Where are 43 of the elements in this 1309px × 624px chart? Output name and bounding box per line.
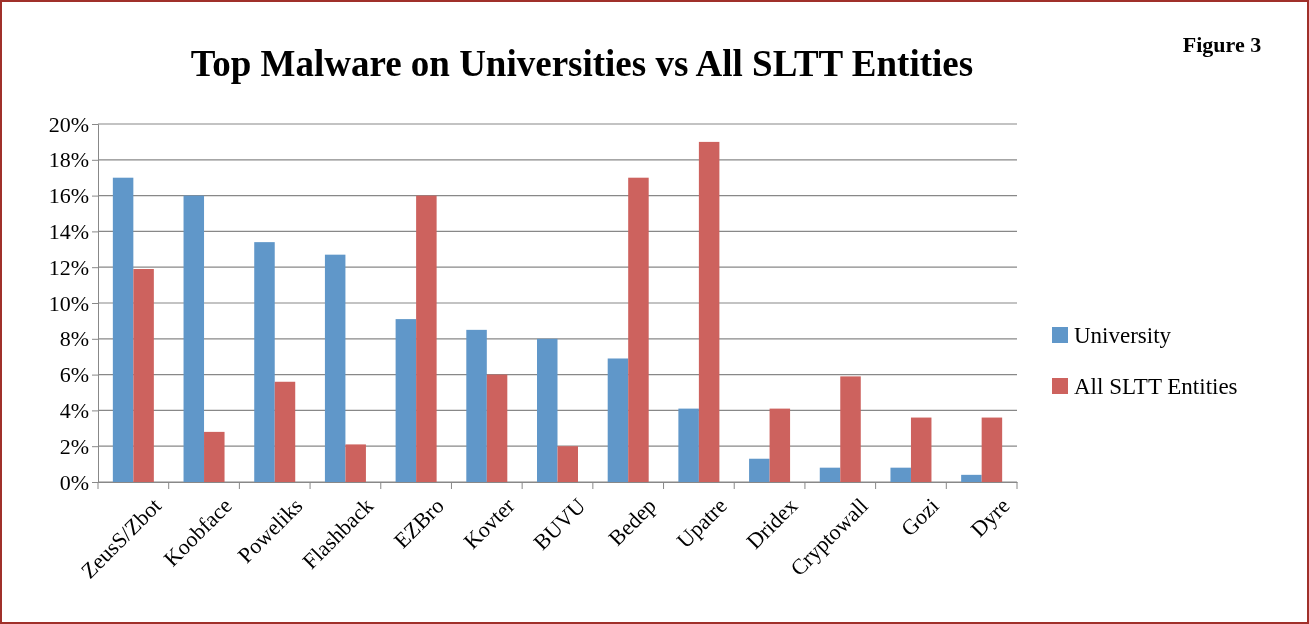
bar [961, 474, 982, 482]
x-tick-label: Gozi [895, 493, 944, 541]
bar [486, 374, 508, 482]
bar [133, 268, 154, 482]
bar [890, 467, 911, 482]
x-tick-label: Dyre [965, 493, 1015, 542]
bar [749, 458, 770, 482]
bar [466, 329, 487, 482]
bar [607, 358, 629, 482]
bar [557, 446, 578, 482]
y-tick-label: 8% [59, 326, 89, 352]
y-tick-label: 0% [59, 469, 89, 495]
y-tick-label: 10% [48, 290, 89, 316]
caption: Figure 3 [1182, 32, 1262, 57]
bar [678, 408, 699, 482]
bar [204, 431, 225, 482]
bar [112, 177, 134, 482]
bar [769, 408, 791, 482]
bar [819, 467, 841, 482]
bar [628, 177, 649, 482]
bar [698, 141, 720, 482]
bar [324, 254, 346, 482]
bar [183, 195, 205, 482]
legend-label: University [1074, 323, 1172, 348]
bar [537, 338, 558, 482]
bar [254, 242, 275, 482]
bar [981, 417, 1003, 482]
y-tick-label: 14% [48, 218, 89, 244]
bar [395, 319, 417, 482]
bar [910, 417, 932, 482]
bar [416, 195, 437, 482]
chart-title: Top Malware on Universities vs All SLTT Entities [190, 43, 974, 84]
y-tick-label: 16% [48, 183, 89, 209]
y-tick-label: 18% [48, 147, 89, 173]
y-tick-label: 20% [48, 111, 89, 137]
y-tick-label: 2% [59, 433, 89, 459]
bar [345, 444, 366, 482]
bar [274, 381, 296, 482]
y-tick-label: 6% [59, 362, 89, 388]
legend-label: All SLTT Entities [1074, 374, 1238, 399]
y-tick-label: 12% [48, 254, 89, 280]
bar [840, 376, 861, 482]
y-tick-label: 4% [59, 397, 89, 423]
